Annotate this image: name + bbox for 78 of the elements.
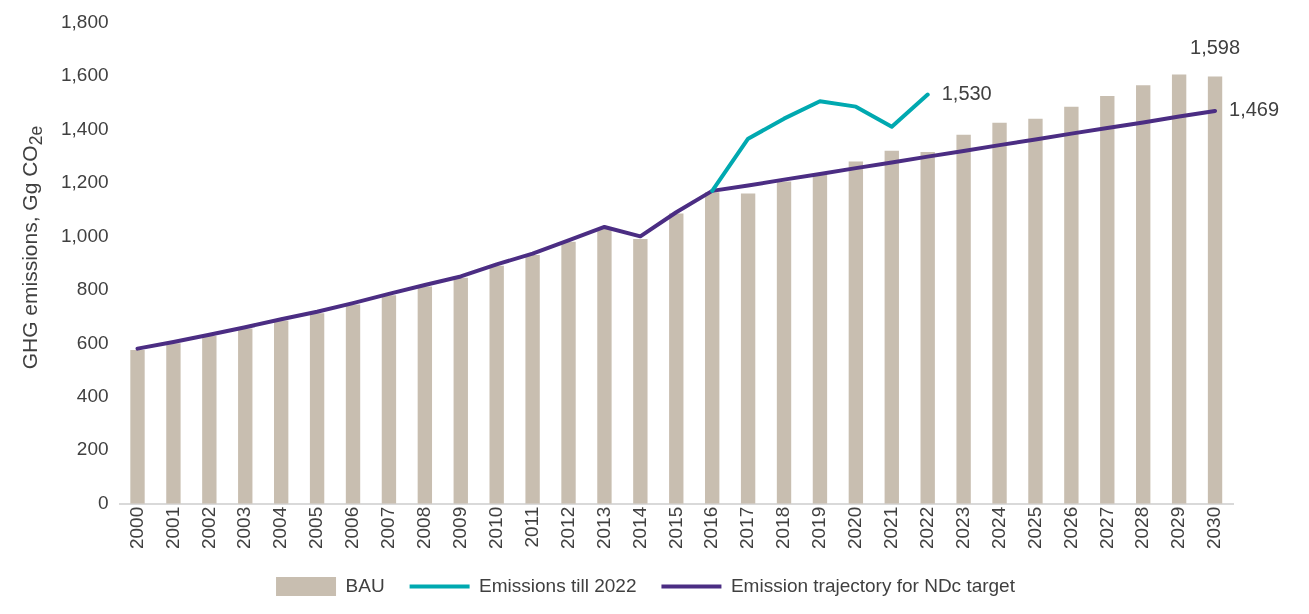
x-tick-label: 2020 [844, 506, 866, 550]
x-tick-label: 2009 [449, 506, 470, 550]
bar [992, 122, 1007, 504]
bar [1136, 85, 1151, 504]
x-tick-label: 2001 [161, 506, 183, 550]
bar [956, 134, 971, 504]
x-tick-label: 2008 [413, 506, 435, 550]
x-tick-label: 2000 [125, 506, 147, 550]
x-tick-label: 2005 [305, 506, 327, 550]
x-tick-label: 2013 [592, 506, 614, 550]
bar [1100, 95, 1115, 504]
bar [166, 343, 181, 504]
bar [740, 193, 756, 504]
legend-label: Emissions till 2022 [479, 574, 637, 596]
x-tick-label: 2007 [377, 506, 399, 550]
bar [776, 181, 792, 504]
bar [273, 320, 289, 504]
bar [130, 349, 145, 504]
bar [561, 241, 576, 504]
bar [920, 152, 935, 504]
bar [848, 161, 864, 504]
y-tick-label: 800 [76, 278, 109, 300]
bar [1207, 76, 1223, 504]
data-label: 1,598 [1190, 35, 1241, 58]
bar [417, 286, 433, 504]
x-tick-label: 2029 [1167, 506, 1189, 550]
bar [453, 277, 468, 504]
x-tick-label: 2012 [556, 506, 578, 550]
x-tick-label: 2024 [987, 506, 1009, 550]
x-tick-label: 2023 [951, 506, 973, 550]
x-tick-label: 2018 [772, 506, 794, 550]
bar [525, 255, 540, 504]
x-tick-label: 2025 [1023, 506, 1045, 550]
y-tick-label: 1,200 [61, 171, 109, 193]
x-tick-label: 2028 [1131, 506, 1153, 550]
data-label: 1,530 [941, 82, 992, 105]
x-tick-label: 2017 [736, 506, 758, 550]
x-tick-label: 2002 [197, 506, 219, 550]
bar [705, 192, 720, 504]
bar [633, 239, 648, 504]
bar [597, 228, 612, 504]
x-tick-label: 2011 [520, 506, 542, 548]
bar [812, 173, 828, 504]
bar [1028, 118, 1043, 504]
y-tick-label: 1,400 [61, 117, 109, 139]
bar [202, 335, 217, 504]
bar [884, 150, 899, 504]
x-tick-label: 2015 [664, 506, 686, 550]
x-tick-label: 2016 [700, 506, 722, 550]
bar [489, 265, 504, 504]
x-tick-label: 2027 [1095, 506, 1117, 550]
x-tick-label: 2030 [1203, 506, 1225, 550]
y-tick-label: 1,800 [61, 10, 109, 32]
x-tick-label: 2010 [484, 506, 506, 550]
x-tick-label: 2006 [341, 506, 363, 550]
legend-label: Emission trajectory for NDc target [730, 574, 1016, 596]
x-tick-label: 2022 [915, 506, 937, 550]
y-tick-label: 0 [97, 491, 109, 513]
bar [1064, 106, 1079, 504]
bar [238, 328, 253, 504]
x-tick-label: 2019 [808, 506, 830, 550]
bar [669, 213, 684, 504]
y-tick-label: 200 [76, 438, 109, 460]
x-tick-label: 2021 [880, 506, 902, 550]
y-tick-label: 1,600 [61, 64, 109, 86]
bar [1171, 74, 1187, 504]
y-tick-label: 400 [76, 385, 109, 406]
y-tick-label: 600 [76, 331, 109, 353]
bar [309, 313, 325, 504]
bar [345, 304, 361, 504]
x-tick-label: 2026 [1059, 506, 1081, 550]
x-tick-label: 2003 [233, 506, 255, 550]
data-label: 1,469 [1229, 98, 1280, 121]
bar [381, 295, 397, 504]
y-tick-label: 1,000 [61, 224, 109, 246]
x-tick-label: 2004 [269, 506, 291, 550]
x-tick-label: 2014 [628, 506, 650, 550]
legend-label: BAU [345, 574, 385, 596]
